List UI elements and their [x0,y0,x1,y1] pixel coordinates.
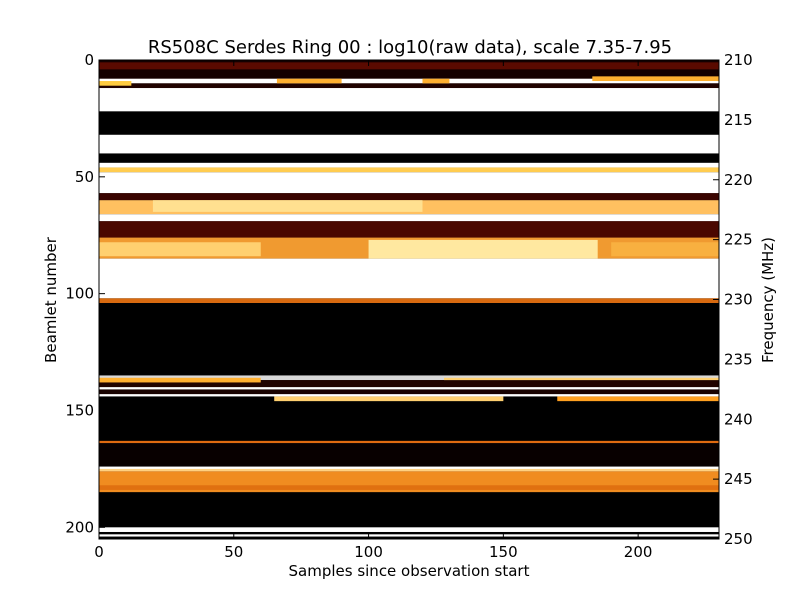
y-axis-ticks: 0 50 100 150 200 [65,51,105,536]
heatmap-band-32 [99,534,719,537]
heatmap-band-7 [99,153,719,163]
x-tick-label-1: 50 [224,543,243,561]
y2-tick-label-8: 250 [724,530,753,548]
heatmap-band-16 [99,258,719,299]
heatmap-patch-14 [99,485,719,490]
y-axis-label: Beamlet number [42,236,60,363]
heatmap-patch-11 [274,396,504,402]
y-tick-label-4: 200 [65,518,94,536]
y2-tick-label-6: 240 [724,410,753,428]
heatmap-patch-7 [368,239,598,259]
heatmap-patch-5 [152,200,423,212]
x-tick-label-3: 150 [489,543,518,561]
y2-axis-ticks: 210 215 220 225 230 235 240 245 250 [713,51,753,548]
y2-tick-label-5: 235 [724,350,753,368]
heatmap-patch-2 [422,78,450,84]
heatmap-band-17 [99,298,719,304]
heatmap-patch-12 [557,396,719,402]
heatmap-band-24 [99,396,719,441]
heatmap-band-31 [99,531,719,535]
heatmap-band-6 [99,134,719,154]
heatmap-band-8 [99,162,719,168]
heatmap-band-21 [99,387,719,390]
y2-tick-label-2: 220 [724,171,753,189]
heatmap-band-13 [99,214,719,222]
heatmap-band-26 [99,443,719,467]
heatmap-band-2 [99,78,719,84]
heatmap-patch-10 [99,377,261,383]
x-tick-label-4: 200 [624,543,653,561]
heatmap-band-23 [99,394,719,397]
y2-tick-label-3: 225 [724,231,753,249]
heatmap-patch-4 [99,167,719,173]
y-tick-label-1: 50 [75,168,94,186]
heatmap-band-30 [99,527,719,532]
heatmap-band-20 [99,380,719,388]
heatmap-band-25 [99,440,719,444]
x-axis-ticks: 0 50 100 150 200 [94,60,652,561]
heatmap-band-1 [99,62,719,70]
heatmap-patch-3 [592,76,719,82]
heatmap-band-29 [99,492,719,528]
y-tick-label-2: 100 [65,285,94,303]
heatmap-patch-8 [611,242,719,257]
y2-axis-label: Frequency (MHz) [759,237,777,363]
heatmap-band-3 [99,83,719,89]
y2-tick-label-4: 230 [724,291,753,309]
x-axis-label: Samples since observation start [289,562,530,580]
heatmap-band-10 [99,172,719,194]
heatmap-patch-9 [444,377,719,381]
heatmap-patch-13 [99,468,719,472]
y-tick-label-0: 0 [84,51,94,69]
heatmap-band-4 [99,88,719,112]
heatmap-band-5 [99,111,719,135]
y2-tick-label-0: 210 [724,51,753,69]
heatmap-patch-6 [99,242,261,257]
heatmap-band-14 [99,221,719,238]
heatmap-band-19 [99,375,719,381]
heatmap-patches [99,76,719,490]
y-tick-label-3: 150 [65,401,94,419]
heatmap-bands [99,60,719,539]
heatmap-band-33 [99,536,719,539]
x-tick-label-2: 100 [354,543,383,561]
heatmap-patch-1 [276,78,342,84]
chart-title: RS508C Serdes Ring 00 : log10(raw data),… [148,37,672,58]
x-tick-label-0: 0 [94,543,104,561]
heatmap-band-11 [99,193,719,201]
heatmap-plot-area [99,60,719,539]
y2-tick-label-7: 245 [724,470,753,488]
heatmap-band-22 [99,389,719,395]
y2-tick-label-1: 215 [724,111,753,129]
heatmap-patch-0 [99,81,132,86]
heatmap-band-18 [99,303,719,376]
